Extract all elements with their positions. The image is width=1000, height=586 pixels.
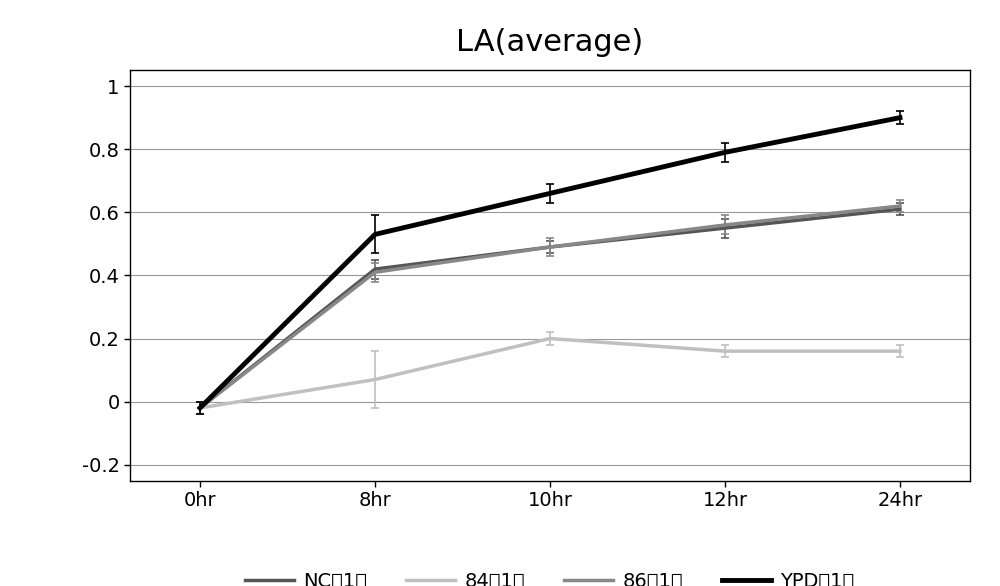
- Title: LA(average): LA(average): [456, 28, 644, 57]
- Legend: NC（1）, 84（1）, 86（1）, YPD（1）: NC（1）, 84（1）, 86（1）, YPD（1）: [237, 564, 863, 586]
